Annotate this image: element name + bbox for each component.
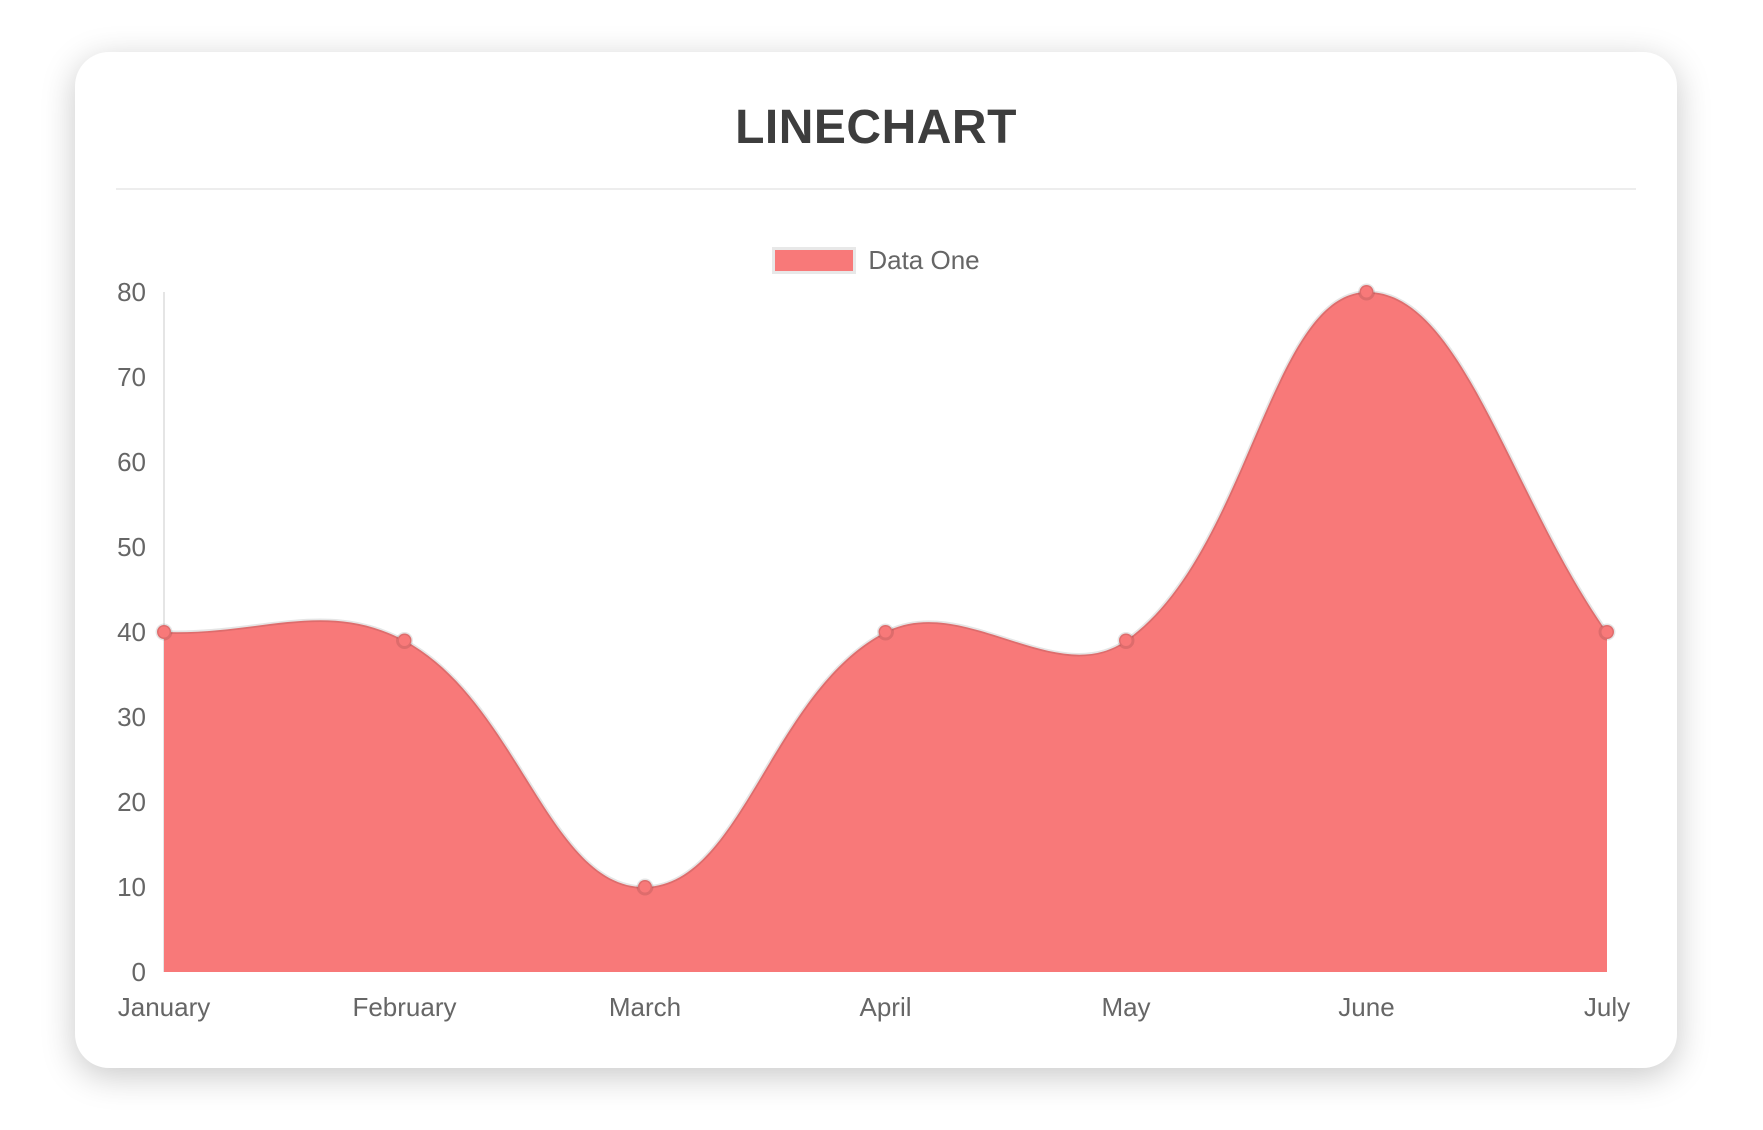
data-point[interactable]	[396, 632, 413, 649]
x-axis-label: May	[1101, 992, 1150, 1022]
chart-title: LINECHART	[735, 101, 1017, 154]
data-point[interactable]	[636, 878, 654, 896]
y-axis-tick-label: 70	[117, 362, 146, 392]
y-axis-tick-label: 20	[117, 787, 146, 817]
data-point[interactable]	[1117, 632, 1135, 649]
x-axis-label: February	[352, 992, 456, 1022]
y-axis-tick-label: 80	[117, 277, 146, 307]
x-axis-label: March	[609, 992, 681, 1022]
y-axis-tick-label: 50	[117, 532, 146, 562]
chart-card: LINECHART Data One 0 10 20 30 40 50 60 70 80 Janu…	[75, 52, 1677, 1068]
y-axis-tick-label: 10	[117, 872, 146, 902]
x-axis-label: June	[1338, 992, 1394, 1022]
chart-canvas[interactable]: 0 10 20 30 40 50 60 70 80 January February March Apr…	[75, 52, 1677, 1068]
x-axis-label: January	[118, 992, 211, 1022]
data-point[interactable]	[1358, 283, 1375, 301]
area-fill	[164, 291, 1607, 972]
chart-legend[interactable]: Data One	[75, 247, 1677, 274]
x-axis-label: April	[859, 992, 911, 1022]
legend-label: Data One	[868, 245, 980, 275]
data-point[interactable]	[1598, 623, 1616, 641]
y-axis-tick-label: 30	[117, 702, 146, 732]
line-path	[163, 290, 1609, 889]
y-axis-tick-label: 60	[117, 447, 146, 477]
legend-swatch	[772, 247, 857, 274]
title-divider	[116, 188, 1636, 190]
y-axis-tick-label: 40	[117, 617, 146, 647]
data-point[interactable]	[155, 623, 173, 641]
x-axis-label: July	[1584, 992, 1630, 1022]
y-axis-tick-label: 0	[132, 957, 146, 987]
data-point[interactable]	[877, 623, 894, 641]
